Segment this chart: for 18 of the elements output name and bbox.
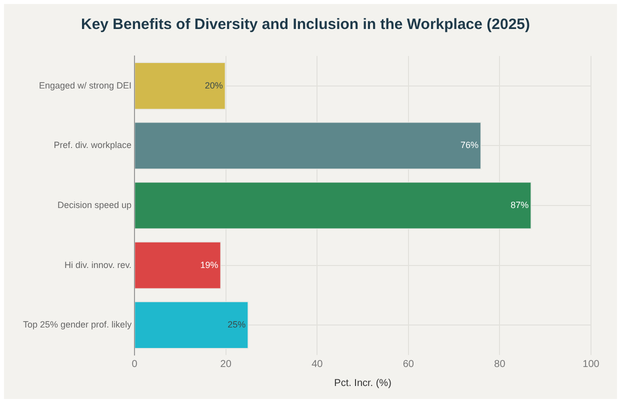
y-tick-label: Decision speed up (58, 200, 132, 210)
y-tick-label: Hi div. innov. rev. (64, 260, 132, 270)
x-tick-label: 40 (312, 358, 324, 370)
x-tick-label: 80 (494, 358, 506, 370)
data-label: 25% (228, 320, 246, 330)
data-label: 19% (200, 260, 218, 270)
data-label: 87% (510, 200, 529, 210)
x-tick-label: 60 (402, 358, 414, 370)
data-label: 20% (204, 80, 223, 90)
x-axis-title: Pct. Incr. (%) (334, 378, 392, 389)
y-tick-label: Engaged w/ strong DEI (39, 80, 132, 90)
x-tick-label: 100 (582, 358, 600, 370)
x-tick-label: 20 (220, 358, 232, 370)
x-tick-label: 0 (132, 358, 138, 370)
data-label: 76% (460, 140, 478, 150)
y-tick-label: Top 25% gender prof. likely (23, 320, 132, 330)
chart-title: Key Benefits of Diversity and Inclusion in the Workplace (2025) (80, 16, 530, 34)
y-tick-label: Pref. div. workplace (54, 140, 132, 150)
